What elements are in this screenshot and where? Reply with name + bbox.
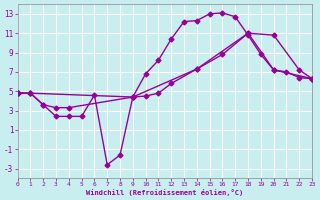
X-axis label: Windchill (Refroidissement éolien,°C): Windchill (Refroidissement éolien,°C) xyxy=(86,189,244,196)
